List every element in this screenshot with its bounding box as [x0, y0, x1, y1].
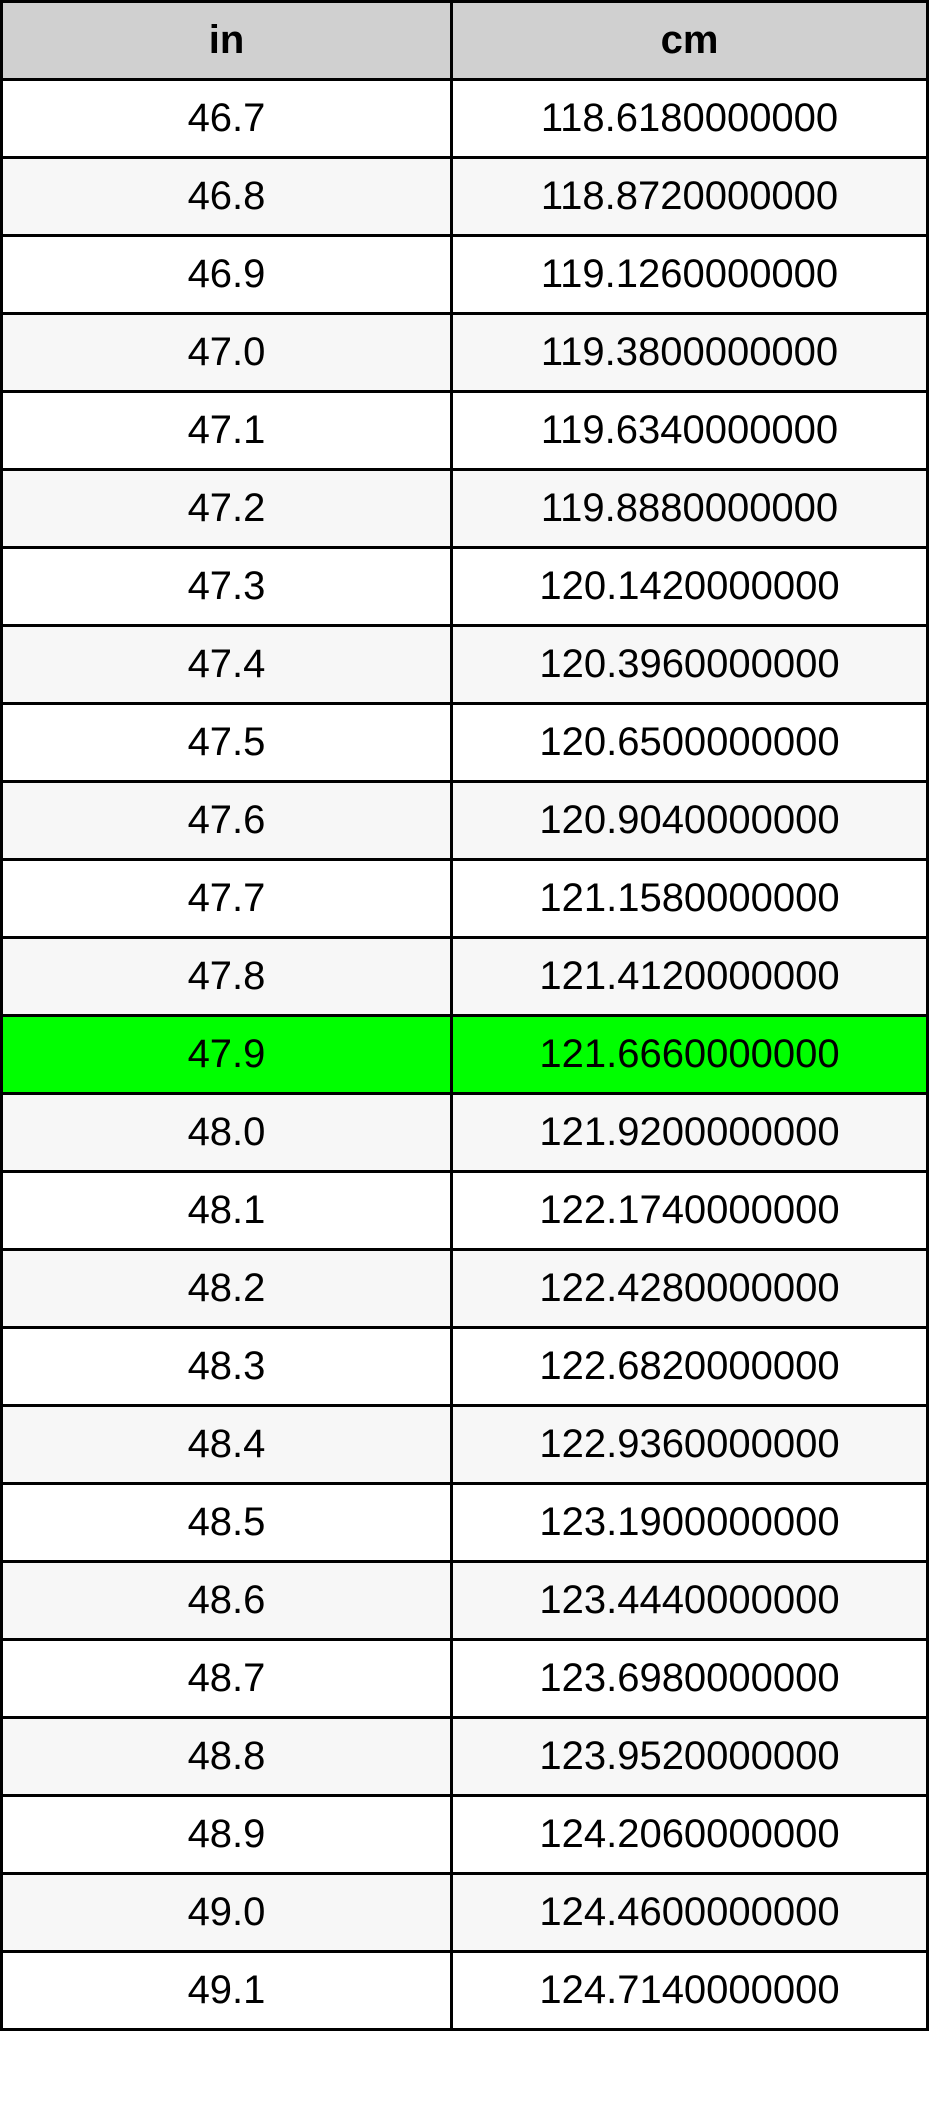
table-row: 48.5 123.1900000000: [0, 1482, 929, 1563]
cell-cm: 122.9360000000: [450, 1404, 929, 1485]
cell-cm: 123.1900000000: [450, 1482, 929, 1563]
cell-in: 46.8: [0, 156, 453, 237]
cell-cm: 124.4600000000: [450, 1872, 929, 1953]
table-row: 48.8 123.9520000000: [0, 1716, 929, 1797]
cell-in: 47.1: [0, 390, 453, 471]
cell-in: 49.0: [0, 1872, 453, 1953]
cell-in: 47.8: [0, 936, 453, 1017]
table-row: 47.7 121.1580000000: [0, 858, 929, 939]
cell-cm: 123.9520000000: [450, 1716, 929, 1797]
cell-cm: 122.1740000000: [450, 1170, 929, 1251]
cell-in: 48.2: [0, 1248, 453, 1329]
cell-cm: 124.2060000000: [450, 1794, 929, 1875]
cell-cm: 118.6180000000: [450, 78, 929, 159]
table-row: 47.3 120.1420000000: [0, 546, 929, 627]
table-row: 47.0 119.3800000000: [0, 312, 929, 393]
cell-cm: 121.6660000000: [450, 1014, 929, 1095]
table-row: 48.6 123.4440000000: [0, 1560, 929, 1641]
table-row: 47.4 120.3960000000: [0, 624, 929, 705]
table-row: 48.0 121.9200000000: [0, 1092, 929, 1173]
table-row: 47.1 119.6340000000: [0, 390, 929, 471]
cell-in: 48.5: [0, 1482, 453, 1563]
table-row: 48.2 122.4280000000: [0, 1248, 929, 1329]
table-row: 48.3 122.6820000000: [0, 1326, 929, 1407]
table-row: 47.6 120.9040000000: [0, 780, 929, 861]
cell-in: 49.1: [0, 1950, 453, 2031]
header-row: in cm: [0, 0, 929, 81]
cell-in: 47.9: [0, 1014, 453, 1095]
cell-in: 48.0: [0, 1092, 453, 1173]
cell-cm: 121.9200000000: [450, 1092, 929, 1173]
table-row: 46.7 118.6180000000: [0, 78, 929, 159]
conversion-table: in cm 46.7 118.6180000000 46.8 118.87200000…: [0, 0, 929, 2031]
cell-in: 47.3: [0, 546, 453, 627]
table-row: 47.5 120.6500000000: [0, 702, 929, 783]
cell-cm: 121.4120000000: [450, 936, 929, 1017]
table-row: 46.9 119.1260000000: [0, 234, 929, 315]
cell-cm: 123.4440000000: [450, 1560, 929, 1641]
table-row: 49.0 124.4600000000: [0, 1872, 929, 1953]
cell-cm: 118.8720000000: [450, 156, 929, 237]
cell-cm: 119.6340000000: [450, 390, 929, 471]
table-row: 48.1 122.1740000000: [0, 1170, 929, 1251]
cell-in: 48.9: [0, 1794, 453, 1875]
cell-in: 47.5: [0, 702, 453, 783]
cell-in: 48.8: [0, 1716, 453, 1797]
cell-in: 48.1: [0, 1170, 453, 1251]
cell-cm: 121.1580000000: [450, 858, 929, 939]
cell-in: 48.6: [0, 1560, 453, 1641]
table-row: 47.2 119.8880000000: [0, 468, 929, 549]
table-row: 46.8 118.8720000000: [0, 156, 929, 237]
cell-in: 47.4: [0, 624, 453, 705]
table-row: 48.7 123.6980000000: [0, 1638, 929, 1719]
cell-cm: 122.6820000000: [450, 1326, 929, 1407]
cell-cm: 124.7140000000: [450, 1950, 929, 2031]
cell-cm: 120.3960000000: [450, 624, 929, 705]
cell-in: 46.9: [0, 234, 453, 315]
cell-in: 48.3: [0, 1326, 453, 1407]
cell-cm: 120.1420000000: [450, 546, 929, 627]
cell-in: 47.7: [0, 858, 453, 939]
header-cm: cm: [450, 0, 929, 81]
cell-cm: 120.9040000000: [450, 780, 929, 861]
table-row: 48.4 122.9360000000: [0, 1404, 929, 1485]
cell-cm: 122.4280000000: [450, 1248, 929, 1329]
cell-cm: 119.1260000000: [450, 234, 929, 315]
cell-in: 47.0: [0, 312, 453, 393]
table-row: 48.9 124.2060000000: [0, 1794, 929, 1875]
header-in: in: [0, 0, 453, 81]
cell-in: 48.7: [0, 1638, 453, 1719]
cell-in: 47.6: [0, 780, 453, 861]
cell-in: 46.7: [0, 78, 453, 159]
cell-cm: 120.6500000000: [450, 702, 929, 783]
cell-in: 47.2: [0, 468, 453, 549]
cell-cm: 119.3800000000: [450, 312, 929, 393]
table-row: 49.1 124.7140000000: [0, 1950, 929, 2031]
cell-cm: 119.8880000000: [450, 468, 929, 549]
cell-cm: 123.6980000000: [450, 1638, 929, 1719]
table-row: 47.8 121.4120000000: [0, 936, 929, 1017]
table-row: 47.9 121.6660000000: [0, 1014, 929, 1095]
cell-in: 48.4: [0, 1404, 453, 1485]
